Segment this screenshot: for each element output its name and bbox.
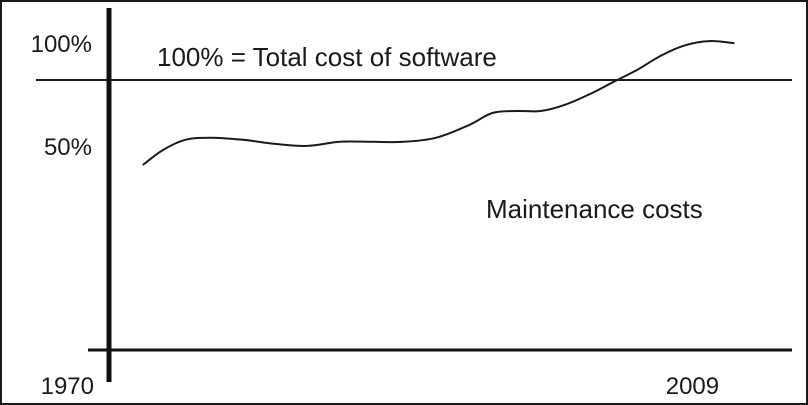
reference-line-label: 100% = Total cost of software bbox=[157, 42, 497, 72]
y-tick-label-50: 50% bbox=[44, 134, 92, 161]
y-tick-label-100: 100% bbox=[31, 31, 92, 58]
x-tick-label-2009: 2009 bbox=[666, 373, 719, 400]
maintenance-costs-label: Maintenance costs bbox=[486, 194, 703, 224]
x-tick-label-1970: 1970 bbox=[41, 373, 94, 400]
maintenance-costs-line bbox=[142, 40, 735, 166]
